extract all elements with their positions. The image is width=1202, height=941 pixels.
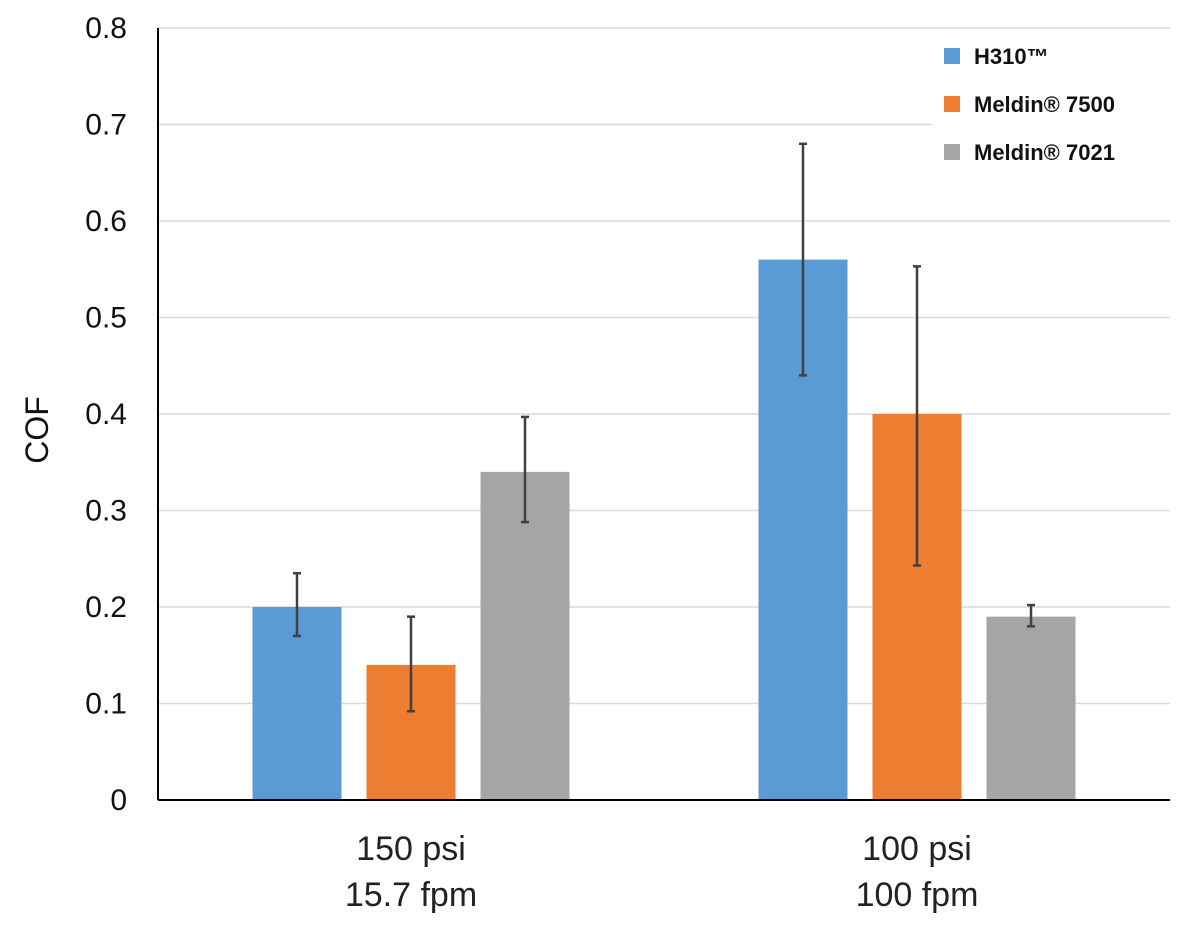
bar-1-1 xyxy=(252,607,342,800)
y-tick-label: 0.2 xyxy=(85,591,127,624)
y-tick-label: 0.3 xyxy=(85,495,127,528)
bars xyxy=(252,259,1076,801)
legend-swatch xyxy=(944,48,960,64)
y-tick-label: 0.7 xyxy=(85,109,127,142)
error-bars xyxy=(293,142,1035,713)
y-tick-label: 0.8 xyxy=(85,12,127,45)
error-bar-1-1 xyxy=(293,571,301,638)
axes xyxy=(157,28,1170,801)
error-bar-3-2 xyxy=(1027,603,1035,628)
y-tick-label: 0.6 xyxy=(85,205,127,238)
y-axis-title: COF xyxy=(19,396,55,464)
legend-label: H310™ xyxy=(974,44,1049,69)
bar-3-1 xyxy=(480,471,570,800)
x-category-label: 100 psi xyxy=(862,830,972,868)
error-bar-1-2 xyxy=(799,142,807,377)
y-tick-label: 0 xyxy=(110,784,127,817)
y-tick-label: 0.4 xyxy=(85,398,127,431)
y-tick-label: 0.5 xyxy=(85,302,127,335)
x-category-label: 100 fpm xyxy=(856,876,979,914)
x-category-label: 15.7 fpm xyxy=(345,876,477,914)
error-bar-2-2 xyxy=(913,265,921,567)
legend-swatch xyxy=(944,96,960,112)
error-bar-3-1 xyxy=(521,415,529,524)
y-tick-labels: 0 0.1 0.2 0.3 0.4 0.5 0.6 0.7 0.8 xyxy=(85,12,127,817)
legend: H310™ Meldin® 7500 Meldin® 7021 xyxy=(932,34,1172,186)
x-category-label: 150 psi xyxy=(356,830,466,868)
x-category-labels: 150 psi 15.7 fpm 100 psi 100 fpm xyxy=(345,830,979,914)
y-tick-label: 0.1 xyxy=(85,688,127,721)
legend-background xyxy=(932,34,1172,186)
legend-swatch xyxy=(944,144,960,160)
legend-label: Meldin® 7500 xyxy=(974,92,1115,117)
legend-label: Meldin® 7021 xyxy=(974,140,1115,165)
bar-3-2 xyxy=(986,616,1076,800)
error-bar-2-1 xyxy=(407,615,415,713)
